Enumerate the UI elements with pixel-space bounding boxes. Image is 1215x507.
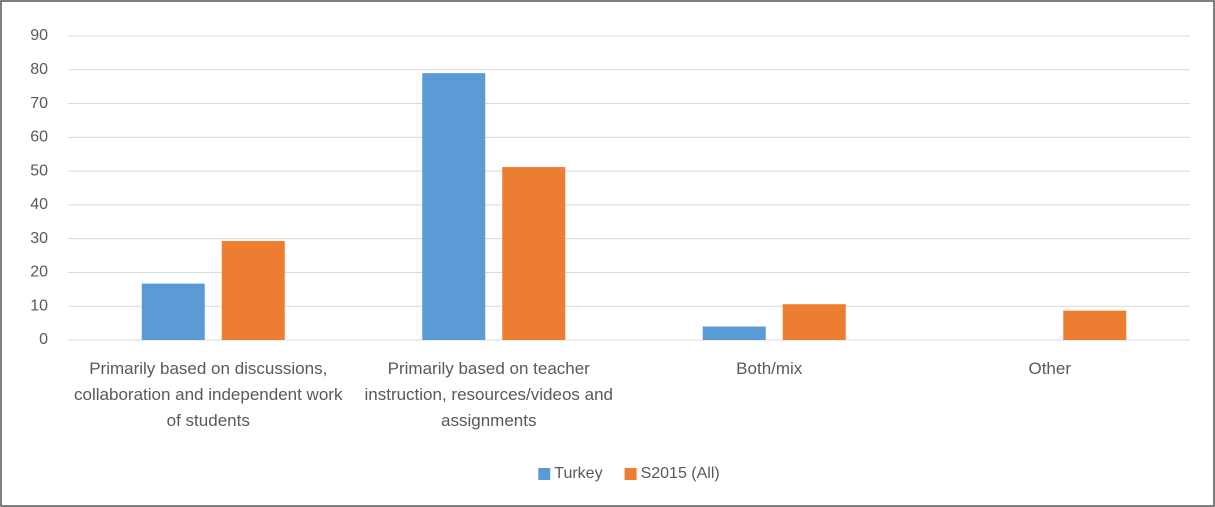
x-tick-label: Both/mix: [736, 359, 803, 378]
legend: Turkey S2015 (All): [538, 465, 720, 482]
x-tick-label: Other: [1028, 359, 1072, 378]
y-tick-label: 50: [30, 162, 48, 179]
y-tick-label: 70: [30, 95, 48, 112]
x-tick-label: Primarily based on teacher instruction, …: [364, 359, 614, 430]
y-tick-label: 40: [30, 196, 48, 213]
y-tick-label: 30: [30, 230, 48, 247]
bar: [422, 73, 486, 341]
legend-label: S2015 (All): [641, 465, 720, 482]
y-tick-label: 20: [30, 264, 48, 281]
legend-label: Turkey: [554, 465, 602, 482]
x-tick-label: Primarily based on discussions, collabor…: [74, 359, 343, 430]
bar: [702, 326, 766, 340]
y-tick-label: 90: [30, 27, 48, 44]
x-tick-label-box: Primarily based on teacher instruction, …: [364, 359, 614, 430]
legend-swatch: [624, 468, 637, 480]
bar: [221, 241, 285, 340]
bar: [1063, 310, 1127, 340]
legend-swatch: [538, 468, 551, 480]
y-tick-label: 80: [30, 61, 48, 78]
y-tick-label: 10: [30, 297, 48, 314]
x-tick-label-box: Primarily based on discussions, collabor…: [74, 359, 343, 430]
bar: [782, 304, 846, 340]
bar: [502, 167, 566, 340]
bar: [141, 283, 205, 340]
x-tick-label-box: Other: [1028, 359, 1072, 378]
y-tick-label: 60: [30, 129, 48, 146]
x-tick-label-box: Both/mix: [736, 359, 803, 378]
y-tick-label: 0: [39, 331, 48, 348]
